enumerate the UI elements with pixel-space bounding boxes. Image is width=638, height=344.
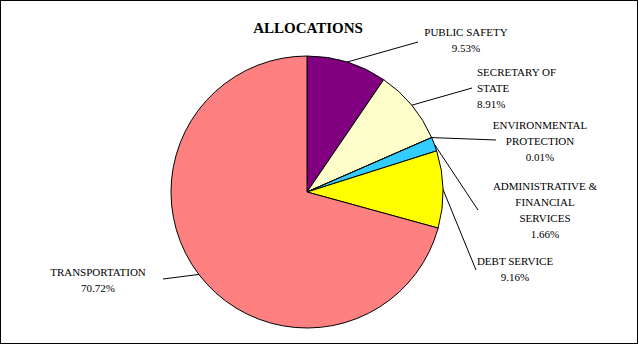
slice-label-line: PUBLIC SAFETY <box>424 26 507 38</box>
value-label: 1.66% <box>531 228 559 240</box>
value-label: 9.16% <box>501 271 529 283</box>
leader-line <box>347 42 418 62</box>
slice-label-line: ENVIRONMENTAL <box>493 119 588 131</box>
title: ALLOCATIONS <box>253 20 363 36</box>
slice-label: PUBLIC SAFETY <box>424 26 507 38</box>
slice-label-line: SERVICES <box>519 212 570 224</box>
leader-line <box>434 144 478 210</box>
slices <box>171 56 443 328</box>
slice-label-line: DEBT SERVICE <box>477 255 554 267</box>
value-label: 8.91% <box>477 98 505 110</box>
leader-line <box>432 138 496 140</box>
chart: ALLOCATIONS PUBLIC SAFETY 9.53% SECRETARY O… <box>0 0 638 344</box>
frame <box>1 1 638 344</box>
labels: PUBLIC SAFETY 9.53% SECRETARY OF STATE 8.91%… <box>50 26 597 294</box>
slice-label: ENVIRONMENTAL PROTECTION <box>493 119 588 147</box>
value-label: 9.53% <box>452 42 480 54</box>
value-label: 0.01% <box>526 151 554 163</box>
slice-label-line: TRANSPORTATION <box>50 266 146 278</box>
slice-label: DEBT SERVICE <box>477 255 554 267</box>
slice-label-line: STATE <box>477 82 509 94</box>
slice-label-line: SECRETARY OF <box>477 66 556 78</box>
slice <box>171 56 438 328</box>
slice-label: SECRETARY OF STATE <box>477 66 556 94</box>
leader-line <box>443 189 476 270</box>
slice-label: ADMINISTRATIVE & FINANCIAL SERVICES <box>493 180 598 224</box>
value-label: 70.72% <box>81 282 115 294</box>
slice-label: TRANSPORTATION <box>50 266 146 278</box>
slice-label-line: ADMINISTRATIVE & <box>493 180 598 192</box>
leader-line <box>412 88 472 105</box>
leader-line <box>163 274 199 279</box>
slice-label-line: PROTECTION <box>506 135 575 147</box>
slice-label-line: FINANCIAL <box>515 196 575 208</box>
chart-root: ALLOCATIONS PUBLIC SAFETY 9.53% SECRETARY O… <box>0 0 638 344</box>
